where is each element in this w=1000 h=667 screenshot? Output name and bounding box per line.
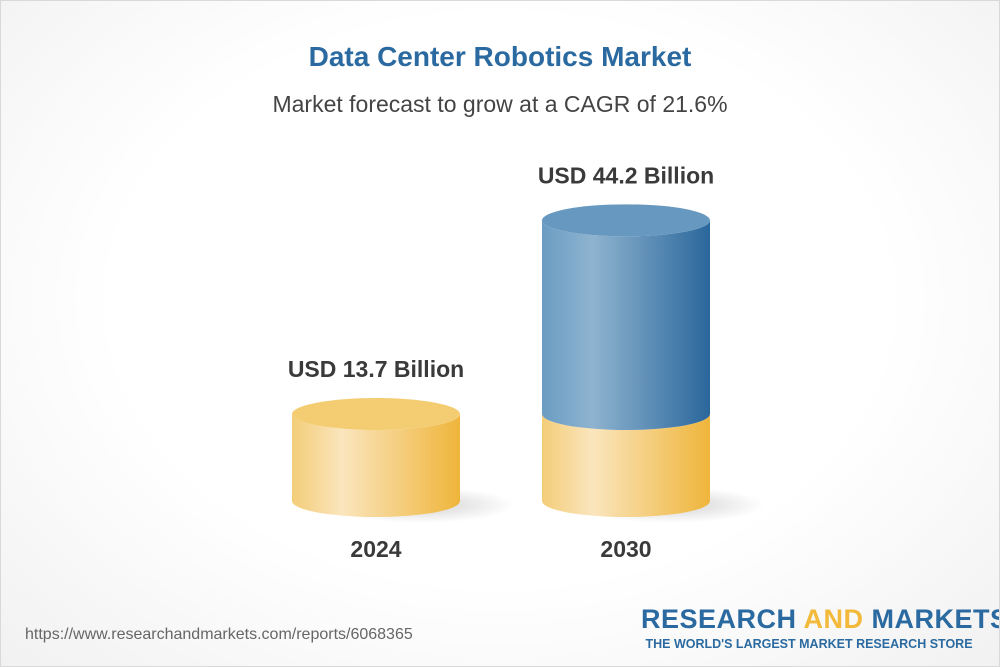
data-label-2024: USD 13.7 Billion	[288, 356, 464, 382]
chart-subtitle: Market forecast to grow at a CAGR of 21.…	[272, 91, 728, 117]
chart-title: Data Center Robotics Market	[308, 41, 692, 72]
logo-markets: MARKETS	[871, 604, 1000, 634]
bar-base-2024	[292, 414, 460, 517]
logo-research: RESEARCH	[641, 604, 797, 634]
data-label-2030: USD 44.2 Billion	[538, 162, 714, 188]
bar-growth-2030	[542, 220, 710, 431]
logo-tagline: THE WORLD'S LARGEST MARKET RESEARCH STOR…	[645, 637, 973, 651]
bar-top-2024	[292, 398, 460, 431]
logo-and: AND	[803, 604, 864, 634]
bar-base-2030	[542, 414, 710, 517]
category-label-2024: 2024	[350, 536, 401, 562]
category-label-2030: 2030	[600, 536, 651, 562]
source-url[interactable]: https://www.researchandmarkets.com/repor…	[25, 626, 413, 643]
research-and-markets-logo: RESEARCH AND MARKETS THE WORLD'S LARGEST…	[641, 604, 999, 651]
cylinder-chart: USD 13.7 Billion 2024 USD 44.2 Billion 2030	[288, 162, 765, 562]
bar-top-2030	[542, 204, 710, 237]
